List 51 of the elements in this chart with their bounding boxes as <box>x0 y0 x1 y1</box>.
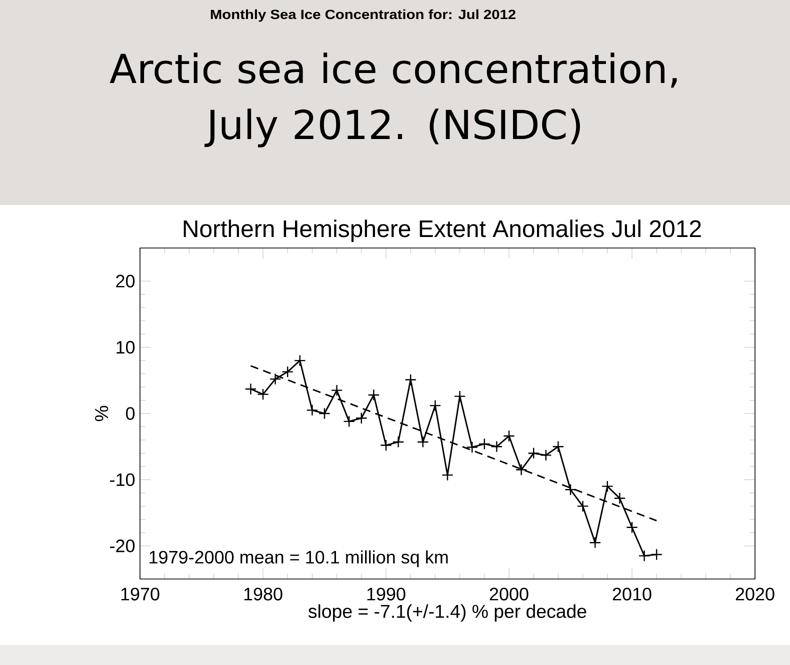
point <box>503 430 515 442</box>
point <box>638 550 650 562</box>
x-tick-label: 1990 <box>367 588 406 600</box>
point <box>626 521 638 534</box>
point <box>380 439 392 452</box>
y-tick-label: 10 <box>116 340 135 354</box>
point <box>650 548 663 560</box>
y-tick-label: 0 <box>126 407 135 420</box>
x-tick-label: 2020 <box>736 588 774 600</box>
point <box>257 388 269 400</box>
point <box>515 464 528 476</box>
point <box>540 449 552 462</box>
point <box>269 373 282 386</box>
x-tick-label: 2010 <box>612 588 652 600</box>
point <box>244 383 257 395</box>
y-tick-label: 20 <box>116 274 135 288</box>
point <box>564 484 576 496</box>
point <box>552 440 564 453</box>
point <box>330 384 343 396</box>
point <box>343 416 356 428</box>
annotation: 1979-2000 mean = 10.1 million sq km <box>150 550 448 568</box>
y-tick-label: -10 <box>110 473 135 486</box>
point <box>355 412 368 424</box>
x-tick-label: 1980 <box>244 588 282 600</box>
point <box>576 500 589 512</box>
point <box>392 436 404 448</box>
point <box>282 366 294 378</box>
point <box>404 374 417 386</box>
point <box>429 400 442 412</box>
point <box>294 354 306 366</box>
point <box>442 469 454 481</box>
point <box>490 440 503 453</box>
point <box>614 492 626 504</box>
x-tick-label: 2000 <box>490 588 528 600</box>
y-tick-label: -20 <box>110 540 135 552</box>
point <box>466 441 478 454</box>
x-axis-title: slope = -7.1(+/-1.4) % per decade <box>308 604 586 622</box>
point <box>368 389 380 401</box>
y-axis-title: % <box>95 406 108 422</box>
chart-subtitle: Northern Hemisphere Extent Anomalies Jul 2012 <box>184 220 701 242</box>
point <box>318 408 330 420</box>
point <box>528 447 540 460</box>
point <box>478 438 490 450</box>
point <box>601 480 614 492</box>
x-tick-label: 1970 <box>121 588 160 600</box>
text: Monthly Sea Ice Concentration for: Jul 2012 <box>210 9 516 22</box>
chart-title: Arctic sea ice concentration, July 2012. (NSIDC) <box>110 52 677 148</box>
point <box>589 536 602 549</box>
point <box>306 404 318 416</box>
point <box>454 390 466 402</box>
point <box>416 436 429 448</box>
